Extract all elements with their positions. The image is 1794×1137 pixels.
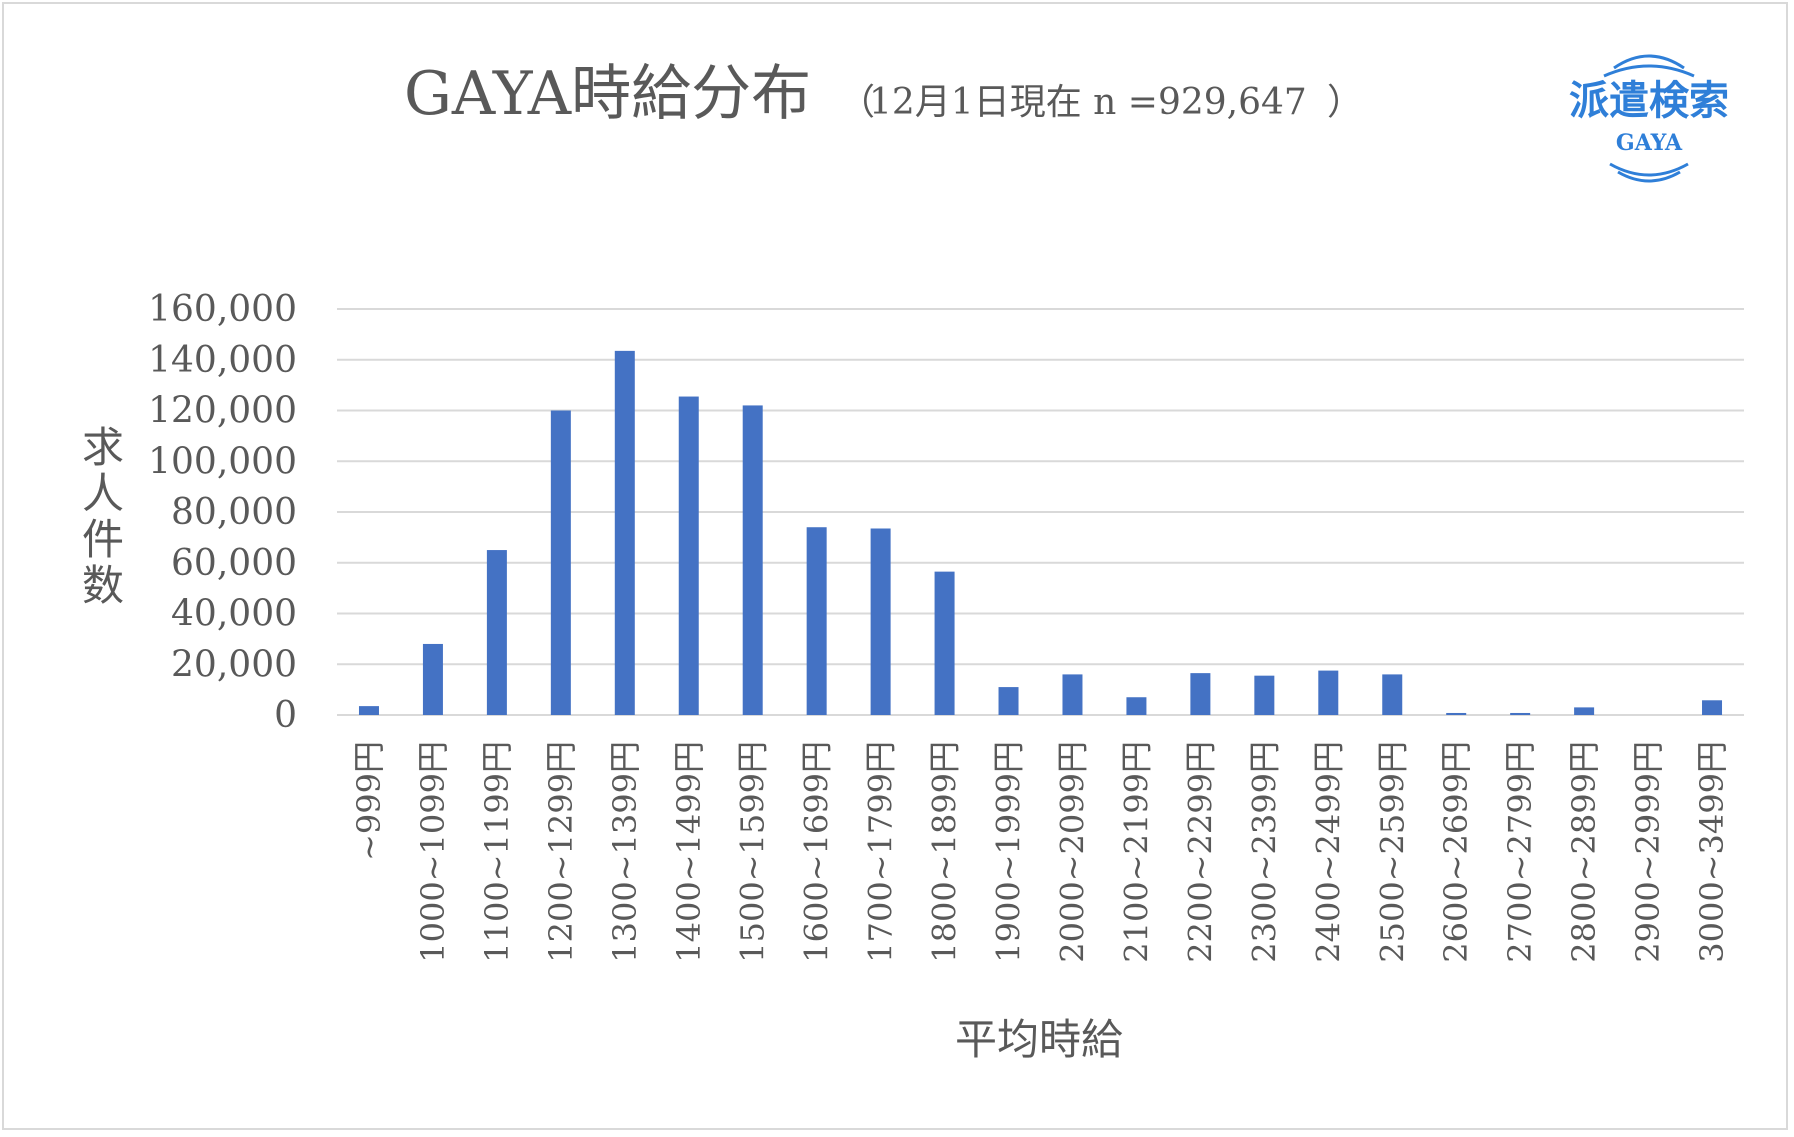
bar xyxy=(1318,670,1339,715)
x-tick-label: 3000~3499円 xyxy=(1693,741,1731,963)
chart-subtitle-close: ） xyxy=(1327,82,1363,123)
bar xyxy=(1510,712,1531,715)
bar xyxy=(358,706,379,715)
bars xyxy=(358,350,1723,715)
bar xyxy=(998,687,1019,715)
x-tick-label: 1800~1899円 xyxy=(926,741,964,963)
x-tick-label: 1000~1099円 xyxy=(414,741,452,963)
y-tick-label: 160,000 xyxy=(148,289,297,330)
bar xyxy=(1702,700,1723,715)
x-tick-label: 2400~2499円 xyxy=(1309,741,1347,963)
x-tick-label: 2800~2899円 xyxy=(1565,741,1603,963)
x-tick-label: 2200~2299円 xyxy=(1181,741,1219,963)
logo-arc-bottom2-icon xyxy=(1617,170,1681,183)
bar xyxy=(870,528,891,715)
logo-arc-bottom-icon xyxy=(1609,162,1689,177)
y-axis-title-char: 数 xyxy=(82,561,124,610)
x-tick-label: ~999円 xyxy=(350,741,388,861)
bar xyxy=(1382,674,1403,715)
logo-arc-top-icon xyxy=(1613,54,1685,70)
x-tick-label: 2100~2199円 xyxy=(1117,741,1155,963)
bar xyxy=(1254,675,1275,715)
logo-sub: GAYA xyxy=(1616,130,1683,156)
chart-svg: GAYA時給分布 （ 12月1日現在 n =929,647 ） 派遣検索 GAY… xyxy=(82,54,1744,1064)
bar xyxy=(422,643,443,715)
chart-title: GAYA時給分布 xyxy=(404,59,811,129)
y-axis-title-char: 求 xyxy=(82,423,124,472)
y-tick-label: 100,000 xyxy=(148,441,297,482)
bar xyxy=(806,527,827,715)
y-tick-label: 40,000 xyxy=(171,594,297,635)
gridlines xyxy=(337,308,1744,716)
x-tick-label: 2700~2799円 xyxy=(1501,741,1539,963)
x-tick-label: 1200~1299円 xyxy=(542,741,580,963)
x-tick-label: 1700~1799円 xyxy=(862,741,900,963)
y-axis-ticks: 0 20,000 40,000 60,000 80,000 100,000 120,000 1… xyxy=(148,289,297,736)
y-tick-label: 140,000 xyxy=(148,340,297,381)
bar xyxy=(550,410,571,715)
x-axis-title: 平均時給 xyxy=(955,1015,1123,1064)
x-tick-label: 2500~2599円 xyxy=(1373,741,1411,963)
y-tick-label: 20,000 xyxy=(171,644,297,685)
bar xyxy=(934,571,955,715)
bar xyxy=(678,396,699,715)
chart-subtitle: 12月1日現在 n =929,647 xyxy=(869,82,1307,123)
logo: 派遣検索 GAYA xyxy=(1569,54,1729,183)
bar xyxy=(742,405,763,715)
y-axis-title-char: 人 xyxy=(82,469,124,518)
x-tick-label: 1900~1999円 xyxy=(990,741,1028,963)
x-tick-label: 1500~1599円 xyxy=(734,741,772,963)
bar xyxy=(614,350,635,715)
x-axis-ticks: ~999円 1000~1099円 1100~1199円 1200~1299円 1300~… xyxy=(350,741,1731,963)
x-tick-label: 1100~1199円 xyxy=(478,741,516,963)
logo-text: 派遣検索 xyxy=(1569,78,1729,124)
x-tick-label: 1600~1699円 xyxy=(798,741,836,963)
x-tick-label: 2600~2699円 xyxy=(1437,741,1475,963)
bar xyxy=(1190,673,1211,715)
bar xyxy=(1062,674,1083,715)
y-tick-label: 60,000 xyxy=(171,543,297,584)
bar xyxy=(1574,707,1595,715)
y-tick-label: 0 xyxy=(274,695,297,736)
x-tick-label: 2900~2999円 xyxy=(1629,741,1667,963)
bar xyxy=(1446,712,1467,715)
x-tick-label: 1400~1499円 xyxy=(670,741,708,963)
x-tick-label: 2300~2399円 xyxy=(1245,741,1283,963)
bar xyxy=(486,550,507,715)
logo-arc-top2-icon xyxy=(1603,64,1695,78)
x-tick-label: 2000~2099円 xyxy=(1053,741,1091,963)
y-tick-label: 80,000 xyxy=(171,492,297,533)
y-axis-title-char: 件 xyxy=(82,515,124,564)
x-tick-label: 1300~1399円 xyxy=(606,741,644,963)
bar xyxy=(1126,697,1147,715)
y-tick-label: 120,000 xyxy=(148,391,297,432)
chart-subtitle-open: （ xyxy=(839,82,875,123)
